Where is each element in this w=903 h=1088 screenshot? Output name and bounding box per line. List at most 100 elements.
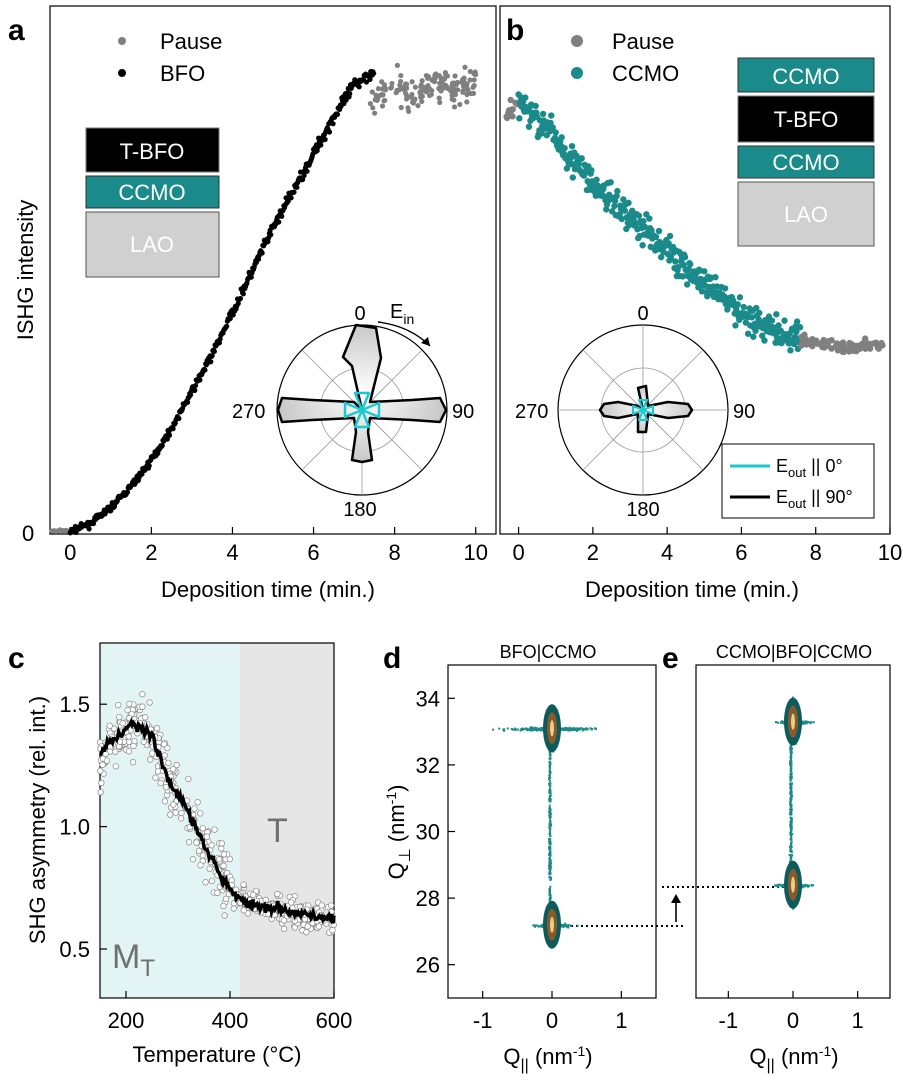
panel-d-peak-pixel — [561, 727, 564, 730]
asymmetry-point — [185, 775, 192, 783]
ccmo-point — [621, 207, 628, 214]
panel-d-peak-pixel — [525, 727, 528, 730]
panel-d-streak-pixel — [548, 757, 551, 760]
panel-e-xtick-label: 1 — [852, 1008, 864, 1033]
pause-point-a — [419, 78, 425, 84]
asymmetry-point — [147, 756, 154, 763]
asymmetry-point — [240, 881, 247, 888]
panel-e-streak-pixel — [789, 784, 792, 787]
panel-d-peak-pixel — [502, 728, 505, 731]
panel-d-peak-pixel — [569, 924, 572, 927]
panel-d-peak-pixel — [529, 726, 532, 729]
panel-d-streak-pixel — [549, 841, 552, 844]
panel-d-peak-pixel — [514, 728, 517, 731]
panel-e-streak-pixel — [789, 779, 792, 782]
pause-point-a — [425, 73, 432, 80]
panel-d-peak-pixel — [498, 727, 501, 730]
pause-point-b — [507, 96, 514, 104]
panel-c-ytick-label: 0.5 — [59, 937, 90, 962]
panel-b-letter: b — [506, 14, 524, 47]
asymmetry-point — [262, 896, 269, 904]
pause-point-a — [379, 79, 385, 85]
asymmetry-point — [125, 748, 133, 755]
panel-e-streak-pixel — [788, 853, 791, 856]
panel-d-streak-pixel — [549, 849, 552, 852]
bfo-point — [318, 142, 324, 148]
asymmetry-point — [214, 889, 221, 897]
panel-e-streak-pixel — [789, 761, 792, 764]
panel-d-ytick-label: 26 — [416, 953, 440, 978]
panel-d-peak-pixel — [568, 726, 571, 729]
panel-e-streak-pixel — [790, 850, 793, 853]
asymmetry-point — [173, 761, 180, 769]
panel-e-streak-pixel — [790, 836, 793, 839]
pause-point-a — [379, 91, 385, 98]
asymmetry-point — [193, 839, 200, 846]
ccmo-point — [575, 160, 582, 168]
legend-ccmo-label-b: CCMO — [612, 61, 679, 86]
asymmetry-point — [195, 847, 203, 855]
asymmetry-point — [97, 789, 104, 796]
panel-d-peak-pixel — [563, 728, 566, 731]
asymmetry-point — [149, 750, 156, 757]
asymmetry-point — [103, 757, 111, 764]
pause-point-a — [457, 101, 463, 108]
ccmo-point — [781, 317, 788, 324]
ccmo-point — [744, 330, 752, 337]
pause-point-a — [455, 79, 461, 86]
ccmo-point — [516, 115, 523, 122]
pause-point-a — [471, 77, 477, 83]
panel-e-streak-pixel — [790, 808, 793, 811]
ccmo-point — [522, 94, 529, 101]
stack-b-ccmo-bottom — [737, 145, 875, 179]
ccmo-point — [666, 232, 674, 240]
panel-b-xtick-label: 6 — [735, 540, 747, 565]
asymmetry-point — [191, 805, 198, 812]
stack-b-tbfo — [737, 95, 875, 143]
asymmetry-point — [203, 833, 210, 840]
panel-d-xtick-label: 0 — [546, 1008, 558, 1033]
panel-d-peak-pixel — [538, 728, 541, 731]
panel-e-streak-pixel — [790, 841, 793, 844]
asymmetry-point — [161, 798, 169, 805]
bfo-point — [209, 353, 215, 359]
panel-b-frame — [499, 5, 891, 535]
asymmetry-point — [106, 722, 113, 729]
panel-e-streak-pixel — [790, 759, 793, 762]
panel-a-ylabel: ISHG intensity — [13, 200, 38, 341]
bfo-point — [294, 184, 300, 190]
ccmo-point — [539, 110, 547, 118]
bfo-point — [240, 291, 246, 297]
panel-a-xlabel: Deposition time (min.) — [161, 577, 375, 602]
pause-point-a — [398, 72, 404, 79]
bfo-point — [211, 348, 217, 355]
bfo-point — [124, 489, 131, 495]
ccmo-point — [549, 124, 556, 131]
panel-d-streak-pixel — [549, 848, 552, 851]
pause-point-a — [449, 96, 455, 102]
panel-e-streak-pixel — [789, 783, 792, 786]
bfo-point — [192, 382, 199, 389]
ccmo-point — [611, 202, 618, 210]
polar-b-legend-text-0: Eout || 0° — [776, 456, 843, 480]
ccmo-point — [629, 207, 636, 214]
asymmetry-point — [165, 759, 172, 767]
bfo-point — [176, 415, 182, 422]
panel-d-peak-pixel — [579, 727, 582, 730]
panel-e-streak-pixel — [789, 859, 792, 862]
ccmo-point — [675, 263, 682, 271]
stack-b-lao-label: LAO — [784, 202, 828, 227]
asymmetry-point — [162, 783, 170, 791]
panel-e-peak-pixel — [780, 885, 783, 888]
legend-pause-marker-b — [571, 35, 583, 47]
panel-d-peak-pixel — [536, 728, 539, 731]
asymmetry-point — [222, 895, 230, 903]
ccmo-point — [721, 293, 728, 300]
bfo-point — [279, 213, 285, 219]
ccmo-point — [734, 301, 741, 308]
asymmetry-point — [240, 907, 247, 914]
bfo-point — [367, 76, 373, 83]
ccmo-point — [538, 130, 545, 137]
ccmo-point — [773, 311, 780, 318]
